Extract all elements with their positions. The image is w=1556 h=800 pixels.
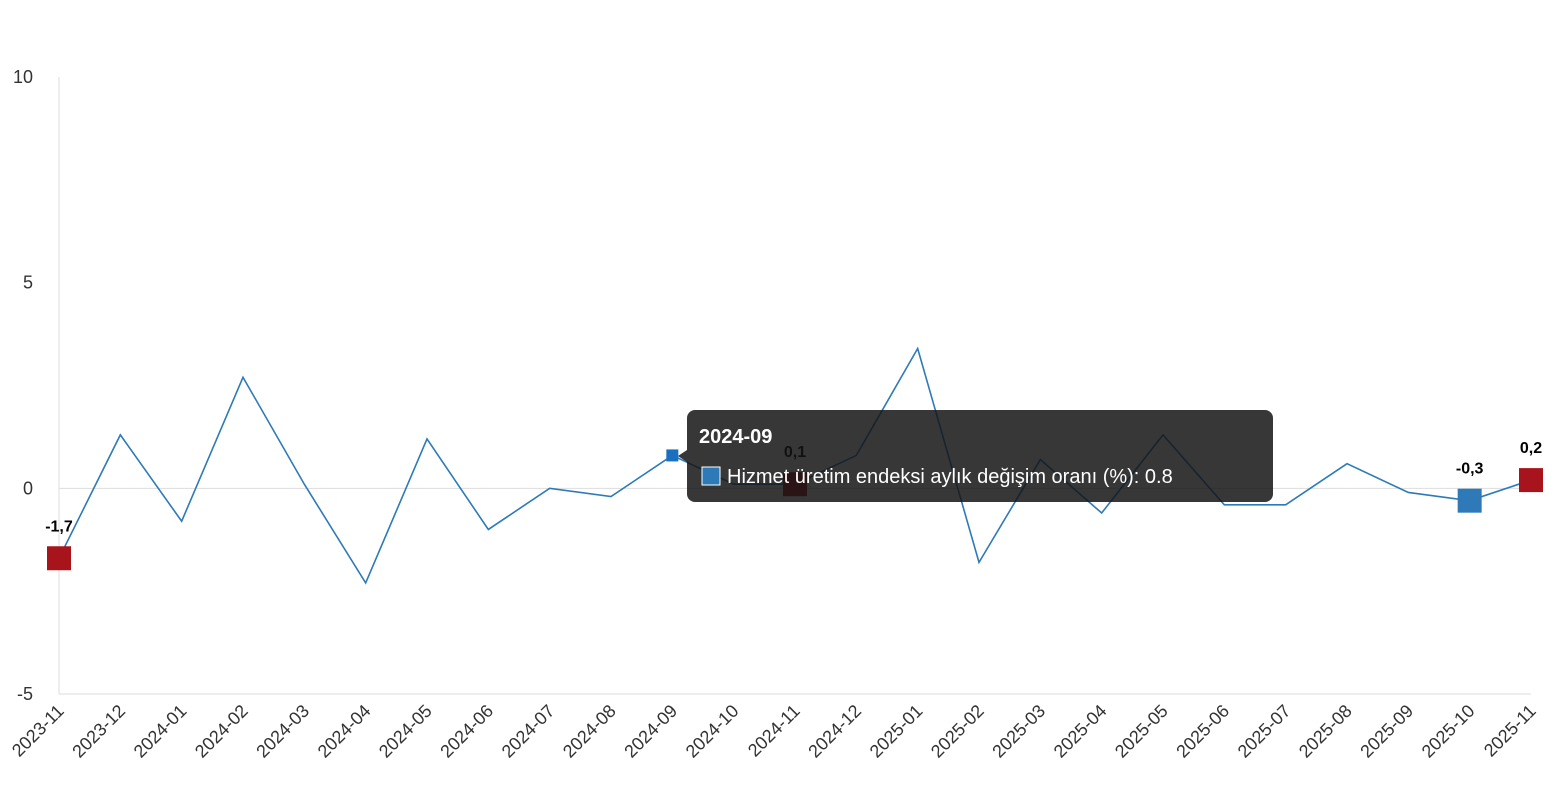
x-tick-label: 2024-04 xyxy=(314,701,375,762)
y-tick-label: 5 xyxy=(23,273,33,293)
x-tick-label: 2025-04 xyxy=(1050,701,1111,762)
tooltip: 2024-09 Hizmet üretim endeksi aylık değiş… xyxy=(678,410,1273,502)
x-tick-label: 2025-07 xyxy=(1234,701,1295,762)
tooltip-text: Hizmet üretim endeksi aylık değişim oran… xyxy=(727,466,1173,488)
x-tick-label: 2024-10 xyxy=(682,701,743,762)
x-tick-label: 2025-01 xyxy=(866,701,927,762)
x-tick-label: 2025-10 xyxy=(1418,701,1479,762)
x-tick-label: 2023-11 xyxy=(8,701,68,761)
y-tick-label: -5 xyxy=(17,684,33,704)
point-marker xyxy=(1519,468,1543,493)
x-tick-label: 2024-01 xyxy=(130,701,191,762)
x-tick-label: 2024-06 xyxy=(436,701,497,762)
tooltip-box xyxy=(687,410,1273,502)
x-tick-label: 2024-07 xyxy=(498,701,559,762)
x-tick-label: 2024-03 xyxy=(252,701,313,762)
x-tick-label: 2025-08 xyxy=(1295,701,1356,762)
x-tick-label: 2024-02 xyxy=(191,701,252,762)
x-tick-label: 2025-06 xyxy=(1172,701,1233,762)
x-tick-label: 2025-02 xyxy=(927,701,988,762)
tooltip-caret xyxy=(678,450,687,462)
x-tick-label: 2024-11 xyxy=(744,701,804,761)
point-marker xyxy=(47,546,71,571)
point-marker xyxy=(1457,488,1482,513)
tooltip-title: 2024-09 xyxy=(699,426,772,448)
point-marker xyxy=(666,449,679,462)
x-tick-label: 2025-11 xyxy=(1480,701,1540,761)
x-tick-label: 2024-08 xyxy=(559,701,620,762)
data-label: -1,7 xyxy=(45,518,73,535)
x-tick-label: 2023-12 xyxy=(68,701,129,762)
y-tick-label: 10 xyxy=(13,67,33,87)
x-tick-label: 2024-09 xyxy=(620,701,681,762)
x-tick-label: 2024-12 xyxy=(804,701,865,762)
x-tick-label: 2025-09 xyxy=(1356,701,1417,762)
x-tick-label: 2025-03 xyxy=(988,701,1049,762)
tooltip-swatch xyxy=(701,466,721,486)
x-tick-label: 2025-05 xyxy=(1111,701,1172,762)
data-label: 0,2 xyxy=(1520,440,1542,457)
x-tick-label: 2024-05 xyxy=(375,701,436,762)
y-tick-label: 0 xyxy=(23,478,33,498)
data-label: -0,3 xyxy=(1456,461,1484,478)
